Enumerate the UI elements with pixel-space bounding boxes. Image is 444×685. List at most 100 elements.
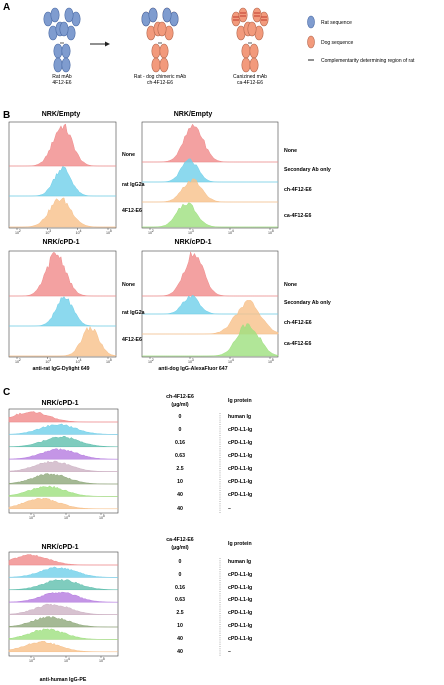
c2-conc-header-2: (μg/ml)	[171, 545, 189, 551]
b3-tick-exp-0: 2	[19, 358, 21, 362]
b4-tick-exp-2: 4	[232, 358, 234, 362]
b3-axis-frame	[8, 250, 117, 358]
b1-tick-exp-2: 4	[79, 229, 81, 233]
b4-tick-exp-1: 3	[192, 358, 194, 362]
cp1-tick-label-1: 10	[64, 516, 68, 520]
arrow-icon	[90, 41, 110, 47]
cp1-hist-3	[8, 448, 119, 460]
b3-tick-exp-2: 4	[79, 358, 81, 362]
antibody-rat-label-2: 4F12-E6	[52, 80, 71, 86]
b2-hist-ch	[142, 178, 278, 203]
b2-axis-frame	[141, 121, 279, 229]
b2-tick-label-1: 10	[188, 231, 192, 235]
histogram-panel-b1: 10 2 10 3 10 4 10 5	[8, 121, 117, 235]
panel-b2-title: NRK/Empty	[174, 111, 213, 118]
antibody-caninized-label-2: ca-4F12-E6	[237, 80, 263, 86]
cp1-hist-1	[8, 423, 119, 435]
b2-tick-label-2: 10	[228, 231, 232, 235]
b3-tick-exp-3: 5	[110, 358, 112, 362]
c2rows-conc-7: 40	[177, 649, 183, 655]
cp1-tick-exp-2: 5	[103, 514, 105, 518]
c1rows-conc-2: 0.16	[175, 440, 185, 446]
cp1-axis-frame	[8, 408, 119, 514]
legend-panel-a: Rat sequence Dog sequence Complementarit…	[307, 15, 415, 64]
b4-tick-label-3: 10	[268, 360, 272, 364]
b1-axis-frame	[8, 121, 117, 229]
c1rows-conc-3: 0.63	[175, 453, 185, 459]
antibody-caninized	[231, 7, 269, 73]
c2rows-protein-7: –	[228, 649, 231, 655]
c1rows-protein-2: cPD-L1-Ig	[228, 440, 252, 446]
b3-tick-label-2: 10	[76, 360, 80, 364]
legend-rat-label: Rat sequence	[321, 20, 352, 26]
cp1-hist-5	[8, 473, 119, 485]
cp2-axis-frame	[8, 551, 119, 657]
b2-tick-exp-2: 4	[232, 229, 234, 233]
cp2-hist-2	[8, 578, 119, 591]
b4-hist-ca	[142, 323, 279, 357]
b3-tick-label-3: 10	[106, 360, 110, 364]
c2-conc-header-1: ca-4F12-E6	[166, 537, 194, 543]
cp2-hist-5	[8, 616, 119, 628]
b3-hist-4f12	[9, 325, 117, 357]
c2-row-labels: 0 human Ig 0 cPD-L1-Ig 0.16 cPD-L1-Ig 0.63 cPD-…	[175, 558, 252, 656]
cp2-hist-4	[8, 603, 119, 615]
cp1-hist-0	[8, 411, 118, 423]
c1rows-protein-4: cPD-L1-Ig	[228, 466, 252, 472]
b2-tick-exp-1: 3	[192, 229, 194, 233]
panel-c-letter: C	[3, 387, 10, 398]
b2-row-label-2: Secondary Ab only	[284, 167, 331, 173]
cp2-tick-label-2: 10	[99, 659, 103, 663]
cp2-hist-0	[8, 554, 118, 566]
c2rows-conc-0: 0	[179, 559, 182, 565]
b1-hist-rat-igg2a	[9, 166, 116, 197]
histogram-panel-b4: 10 2 10 3 10 4 10 5	[141, 250, 279, 364]
b3-row-label-3: 4F12-E6	[122, 337, 142, 343]
cp1-tick-exp-1: 4	[68, 514, 70, 518]
c1rows-protein-1: cPD-L1-Ig	[228, 427, 252, 433]
cp2-tick-exp-2: 5	[103, 657, 105, 661]
cp2-hist-1	[8, 566, 119, 578]
b2-tick-label-0: 10	[148, 231, 152, 235]
c2rows-protein-5: cPD-L1-Ig	[228, 623, 252, 629]
legend-dog-label: Dog sequence	[321, 40, 353, 46]
cp1-hist-2	[8, 436, 119, 448]
b-xlabel-right: anti-dog IgG-AlexaFluor 647	[158, 366, 227, 372]
c1-title: NRK/cPD-1	[42, 400, 79, 407]
antibody-chimeric-label-2: ch-4F12-E6	[147, 80, 173, 86]
panel-b1-title: NRK/Empty	[42, 111, 81, 118]
c1rows-conc-6: 40	[177, 492, 183, 498]
panel-b4-title: NRK/cPD-1	[175, 239, 212, 246]
c2rows-conc-5: 10	[177, 623, 183, 629]
b3-hist-none	[9, 252, 116, 297]
cp1-hist-4	[8, 460, 119, 472]
cp2-tick-label-1: 10	[64, 659, 68, 663]
b1-tick-label-1: 10	[45, 231, 49, 235]
c1rows-protein-7: –	[228, 506, 231, 512]
c1-row-labels: 0 human Ig 0 cPD-L1-Ig 0.16 cPD-L1-Ig 0.63 cPD-…	[175, 413, 252, 513]
b3-row-label-1: None	[122, 282, 135, 288]
c2rows-protein-6: cPD-L1-Ig	[228, 636, 252, 642]
b1-tick-label-2: 10	[76, 231, 80, 235]
b4-axis-frame	[141, 250, 279, 358]
b3-row-label-2: rat IgG2a	[122, 310, 145, 316]
b2-tick-exp-3: 5	[272, 229, 274, 233]
antibody-chimeric-label-1: Rat - dog chimeric mAb	[134, 74, 186, 80]
b3-tick-exp-1: 3	[49, 358, 51, 362]
c2rows-protein-3: cPD-L1-Ig	[228, 597, 252, 603]
cp2-hist-3	[8, 591, 119, 603]
b1-hist-4f12	[9, 197, 116, 228]
c2rows-protein-2: cPD-L1-Ig	[228, 585, 252, 591]
c1rows-conc-0: 0	[179, 414, 182, 420]
c1rows-conc-5: 10	[177, 479, 183, 485]
c1rows-protein-3: cPD-L1-Ig	[228, 453, 252, 459]
panel-b-letter: B	[3, 110, 10, 121]
c2rows-protein-4: cPD-L1-Ig	[228, 610, 252, 616]
b4-tick-label-1: 10	[188, 360, 192, 364]
b2-hist-ca	[142, 202, 278, 228]
c2-title: NRK/cPD-1	[42, 544, 79, 551]
b4-row-label-4: ca-4F12-E6	[284, 341, 312, 347]
cp1-hist-7	[8, 498, 118, 510]
antibody-chimeric	[141, 7, 179, 73]
c-xlabel: anti-human IgG-PE	[40, 677, 87, 683]
